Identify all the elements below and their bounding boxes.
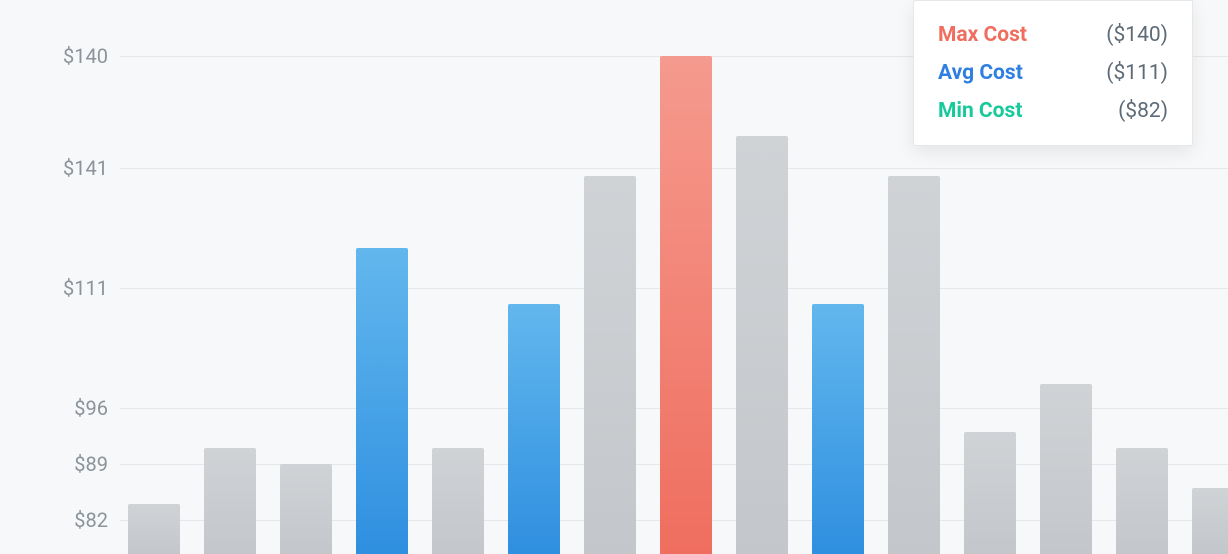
legend-row-max: Max Cost ($140) xyxy=(938,23,1168,47)
bar-neutral xyxy=(1116,448,1168,554)
y-tick-label: $140 xyxy=(63,44,108,68)
cost-bar-chart: $140 $141 $111 $96 $89 $82 Max Cost ($140) Av… xyxy=(0,0,1228,554)
bar-neutral xyxy=(1192,488,1228,554)
y-tick-label: $141 xyxy=(63,156,108,180)
legend-row-avg: Avg Cost ($111) xyxy=(938,61,1168,85)
bar-avg xyxy=(356,248,408,554)
bar-neutral xyxy=(736,136,788,554)
y-tick-label: $82 xyxy=(74,508,108,532)
legend-value-max: ($140) xyxy=(1106,23,1168,47)
bar-neutral xyxy=(964,432,1016,554)
bar-neutral xyxy=(128,504,180,554)
bar-avg xyxy=(812,304,864,554)
bar-neutral xyxy=(280,464,332,554)
y-axis: $140 $141 $111 $96 $89 $82 xyxy=(0,0,120,554)
legend-row-min: Min Cost ($82) xyxy=(938,99,1168,123)
legend-card: Max Cost ($140) Avg Cost ($111) Min Cost… xyxy=(913,0,1193,146)
bar-neutral xyxy=(204,448,256,554)
legend-label-avg: Avg Cost xyxy=(938,61,1023,85)
bar-avg xyxy=(508,304,560,554)
bar-neutral xyxy=(1040,384,1092,554)
y-tick-label: $111 xyxy=(63,276,108,300)
y-tick-label: $89 xyxy=(74,452,108,476)
bar-max xyxy=(660,56,712,554)
legend-value-avg: ($111) xyxy=(1106,61,1168,85)
legend-label-min: Min Cost xyxy=(938,99,1022,123)
y-tick-label: $96 xyxy=(74,396,108,420)
bar-neutral xyxy=(888,176,940,554)
legend-value-min: ($82) xyxy=(1118,99,1168,123)
bar-neutral xyxy=(432,448,484,554)
bar-neutral xyxy=(584,176,636,554)
legend-label-max: Max Cost xyxy=(938,23,1027,47)
